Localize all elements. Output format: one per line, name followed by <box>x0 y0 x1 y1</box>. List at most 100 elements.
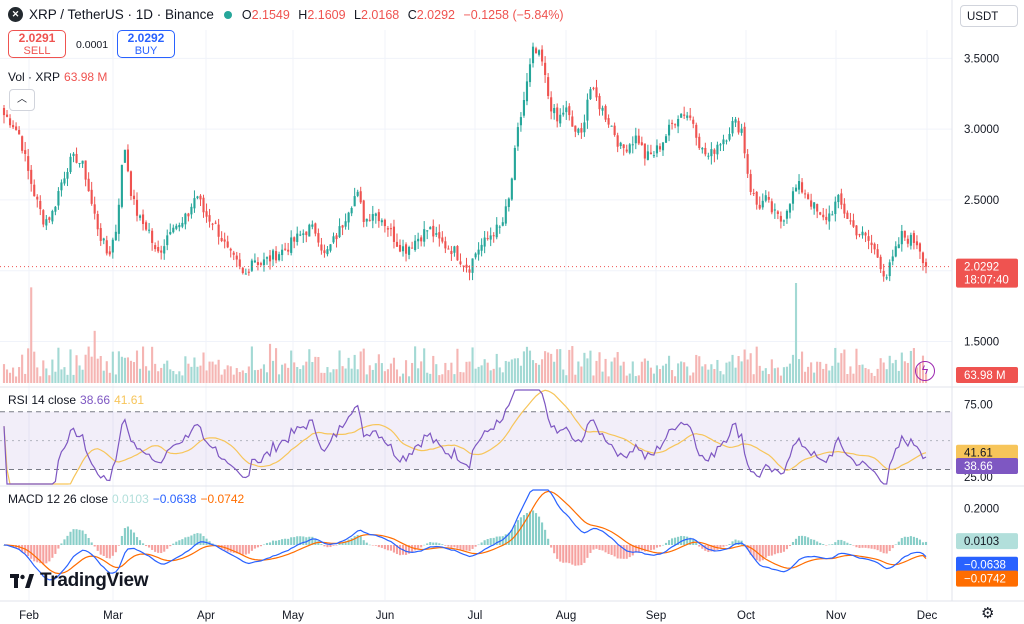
candle-body <box>870 242 873 246</box>
symbol-title[interactable]: XRP / TetherUS · 1D · Binance <box>29 7 214 22</box>
candle-body <box>897 244 900 249</box>
macd-histogram-bar <box>501 536 504 545</box>
macd-histogram-bar <box>807 537 810 545</box>
macd-histogram-bar <box>547 538 550 545</box>
time-tick-label: Oct <box>737 610 756 622</box>
volume-bar <box>12 367 15 383</box>
volume-bar <box>341 366 344 383</box>
macd-histogram-bar <box>625 545 628 559</box>
volume-bar <box>782 367 785 383</box>
currency-selector[interactable]: USDT <box>960 5 1018 27</box>
candle-body <box>900 231 903 245</box>
volume-bar <box>383 371 386 383</box>
macd-histogram-bar <box>477 544 480 546</box>
candle-body <box>120 164 123 207</box>
macd-histogram-bar <box>550 545 553 548</box>
candle-body <box>12 125 15 128</box>
volume-bar <box>562 369 565 383</box>
volume-bar <box>852 373 855 383</box>
candle-body <box>2 108 6 116</box>
macd-legend-hist: 0.0103 <box>112 492 149 506</box>
volume-bar <box>822 368 825 383</box>
candle-body <box>253 260 256 263</box>
rsi-legend-ma: 41.61 <box>114 393 145 407</box>
macd-histogram-bar <box>392 545 396 553</box>
buy-button[interactable]: 2.0292 BUY <box>117 30 175 58</box>
time-tick-label: Nov <box>826 610 847 622</box>
macd-histogram-bar <box>78 529 81 545</box>
symbol-header[interactable]: ✕ XRP / TetherUS · 1D · Binance O2.1549 … <box>8 7 569 22</box>
volume-bar <box>423 348 426 383</box>
gear-icon[interactable]: ⚙ <box>981 605 995 622</box>
volume-bar <box>344 368 347 383</box>
volume-bar <box>722 374 725 383</box>
macd-legend[interactable]: MACD 12 26 close 0.0103 −0.0638 −0.0742 <box>8 492 244 506</box>
macd-histogram-bar <box>752 545 755 558</box>
volume-bar <box>616 352 619 383</box>
candle-body <box>625 149 628 152</box>
macd-histogram-bar <box>776 545 779 554</box>
volume-bar <box>311 362 314 383</box>
rsi-tag-text: 38.66 <box>964 461 993 473</box>
candle-body <box>299 234 302 236</box>
macd-hist-tag <box>956 533 1018 550</box>
collapse-legend-button[interactable]: ︿ <box>9 89 35 111</box>
volume-bar <box>707 369 710 383</box>
close-key: C <box>407 7 417 22</box>
volume-bar <box>256 369 259 383</box>
volume-bar <box>271 360 275 383</box>
volume-bar <box>24 373 27 383</box>
macd-histogram-bar <box>90 542 93 545</box>
macd-histogram-bar <box>398 545 402 556</box>
candle-body <box>380 220 383 223</box>
volume-bars <box>2 283 928 383</box>
candle-body <box>462 265 465 267</box>
macd-histogram-bar <box>151 545 154 550</box>
macd-histogram-bar <box>202 536 205 545</box>
macd-histogram-bar <box>822 544 825 545</box>
macd-histogram-bar <box>359 536 362 545</box>
candle-body <box>311 224 314 227</box>
lightning-icon[interactable]: ϟ <box>915 361 935 381</box>
candle-body <box>652 155 655 157</box>
macd-signal-line <box>4 490 927 575</box>
volume-bar <box>692 372 695 383</box>
macd-histogram-bar <box>900 538 903 545</box>
macd-histogram-bar <box>193 533 196 545</box>
tradingview-logo[interactable]: TradingView <box>10 570 149 592</box>
macd-histogram-bar <box>305 537 308 545</box>
rsi-legend[interactable]: RSI 14 close 38.66 41.61 <box>8 393 144 407</box>
volume-legend[interactable]: Vol · XRP 63.98 M <box>8 70 107 84</box>
volume-bar <box>574 374 577 383</box>
candle-body <box>18 130 21 135</box>
volume-bar <box>900 352 903 383</box>
volume-bar <box>544 351 547 383</box>
sell-button[interactable]: 2.0291 SELL <box>8 30 66 58</box>
time-tick-label: Dec <box>917 610 938 622</box>
macd-histogram-bar <box>834 542 837 545</box>
volume-bar <box>804 371 807 383</box>
volume-bar <box>501 372 504 383</box>
volume-bar <box>253 370 256 383</box>
candle-body <box>674 124 677 126</box>
candle-body <box>365 218 368 222</box>
candle-body <box>637 135 640 144</box>
volume-bar <box>468 361 471 383</box>
candle-body <box>450 250 453 255</box>
volume-bar <box>447 370 450 383</box>
volume-bar <box>719 371 722 383</box>
candle-body <box>241 267 244 273</box>
macd-histogram-bar <box>145 545 148 547</box>
volume-bar <box>628 373 631 383</box>
volume-bar <box>389 363 392 383</box>
macd-histogram-bar <box>271 540 275 545</box>
candle-body <box>664 136 668 143</box>
macd-signal-tag-text: −0.0742 <box>964 574 1006 586</box>
macd-histogram-bar <box>69 531 72 545</box>
macd-histogram-bar <box>175 541 178 545</box>
macd-histogram-bar <box>915 537 918 545</box>
macd-histogram-bar <box>57 545 60 549</box>
volume-bar <box>556 349 559 383</box>
volume-bar <box>102 370 105 383</box>
